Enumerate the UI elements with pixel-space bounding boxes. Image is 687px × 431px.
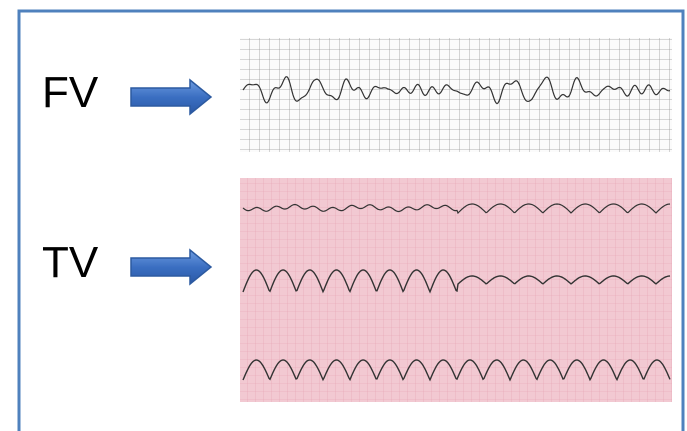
tv-label: TV	[42, 238, 99, 287]
tv-ecg-strip	[240, 178, 672, 402]
arrow	[130, 78, 213, 116]
fv-label: FV	[42, 68, 99, 117]
slide-frame	[17, 9, 685, 431]
fv-ecg-strip	[240, 38, 672, 152]
arrow	[130, 248, 213, 286]
